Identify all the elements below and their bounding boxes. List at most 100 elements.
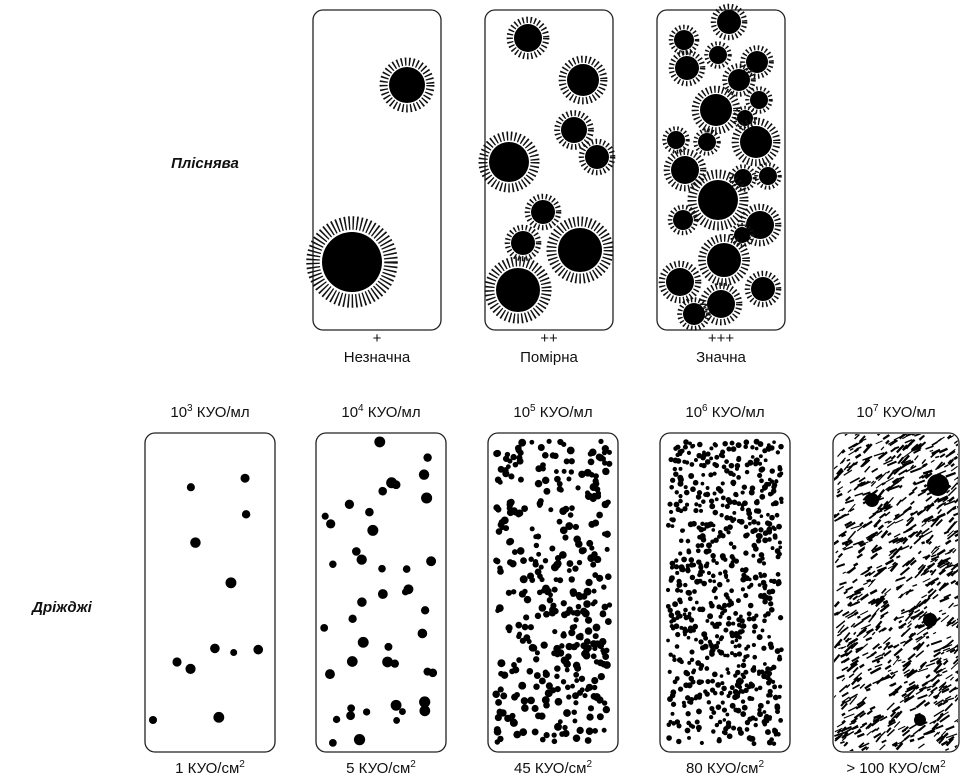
smear	[927, 589, 937, 599]
smear	[907, 653, 916, 661]
smear	[938, 609, 943, 613]
superscript: 2	[410, 759, 416, 770]
colony	[680, 448, 685, 454]
colony	[725, 653, 730, 658]
colony	[714, 722, 720, 728]
smear	[918, 667, 923, 671]
colony	[673, 501, 680, 508]
colony	[718, 614, 723, 619]
smear	[905, 557, 916, 567]
smear	[917, 735, 925, 741]
colony	[584, 616, 593, 624]
smear	[857, 593, 863, 598]
colony	[724, 468, 730, 474]
smear	[865, 480, 870, 485]
smear	[955, 577, 958, 584]
colony	[772, 534, 778, 540]
smear	[836, 467, 843, 476]
smear	[901, 660, 906, 664]
colony	[730, 446, 737, 452]
smear	[956, 616, 958, 621]
colony	[698, 562, 703, 568]
colony	[511, 231, 535, 255]
colony	[568, 576, 575, 583]
colony	[557, 577, 564, 584]
colony	[601, 450, 608, 456]
colony	[687, 611, 692, 616]
colony	[352, 547, 361, 556]
colony	[734, 638, 739, 643]
colony	[600, 456, 606, 462]
smear	[948, 735, 955, 742]
colony	[736, 622, 742, 628]
colony	[600, 647, 606, 654]
colony	[686, 450, 692, 455]
smear	[893, 514, 899, 521]
colony	[508, 473, 515, 480]
colony	[570, 591, 577, 598]
colony	[746, 510, 753, 517]
colony	[186, 483, 195, 492]
colony	[767, 688, 773, 695]
colony	[677, 474, 684, 481]
smear	[946, 499, 951, 502]
colony	[666, 638, 670, 643]
colony	[377, 589, 388, 599]
smear	[954, 714, 958, 723]
colony	[513, 730, 522, 739]
colony	[593, 555, 602, 564]
colonies	[665, 438, 784, 747]
colony	[772, 440, 776, 445]
colony	[757, 707, 762, 713]
colony	[766, 526, 773, 533]
colony	[581, 609, 590, 618]
colony	[564, 684, 571, 691]
colony	[423, 453, 432, 462]
colonies	[478, 16, 616, 324]
colony	[682, 703, 687, 709]
smear	[840, 700, 846, 707]
smear	[849, 508, 855, 513]
smear	[897, 456, 904, 465]
colony	[711, 710, 717, 715]
colony	[696, 708, 702, 715]
smear	[920, 527, 930, 535]
colony	[701, 631, 708, 638]
smear	[856, 598, 860, 602]
colony	[733, 673, 738, 678]
label-part: 10	[685, 404, 702, 421]
colony	[572, 692, 579, 700]
superscript: 2	[239, 759, 245, 770]
smear	[922, 555, 929, 559]
smear	[875, 736, 881, 743]
colony	[417, 628, 428, 639]
colony	[691, 606, 696, 611]
smear	[932, 679, 941, 687]
smear	[845, 637, 850, 643]
colony	[346, 656, 358, 667]
smear	[901, 692, 907, 698]
colony	[574, 678, 580, 684]
smear	[853, 611, 859, 616]
colony	[752, 623, 758, 630]
colony	[668, 578, 674, 583]
colony	[766, 739, 773, 746]
smear	[923, 596, 931, 605]
colony	[668, 509, 674, 515]
smear	[933, 662, 943, 673]
smear	[864, 683, 872, 690]
smear	[845, 540, 854, 548]
smear	[851, 724, 859, 730]
colony	[726, 602, 732, 608]
colony	[775, 572, 781, 577]
colony	[679, 659, 684, 665]
colony	[708, 642, 714, 647]
smear	[904, 611, 914, 622]
colony	[591, 684, 598, 691]
colony	[548, 609, 556, 617]
colony	[705, 451, 711, 457]
colony	[727, 447, 732, 452]
smear	[924, 554, 931, 561]
colony	[696, 679, 703, 686]
superscript: 5	[530, 403, 536, 414]
